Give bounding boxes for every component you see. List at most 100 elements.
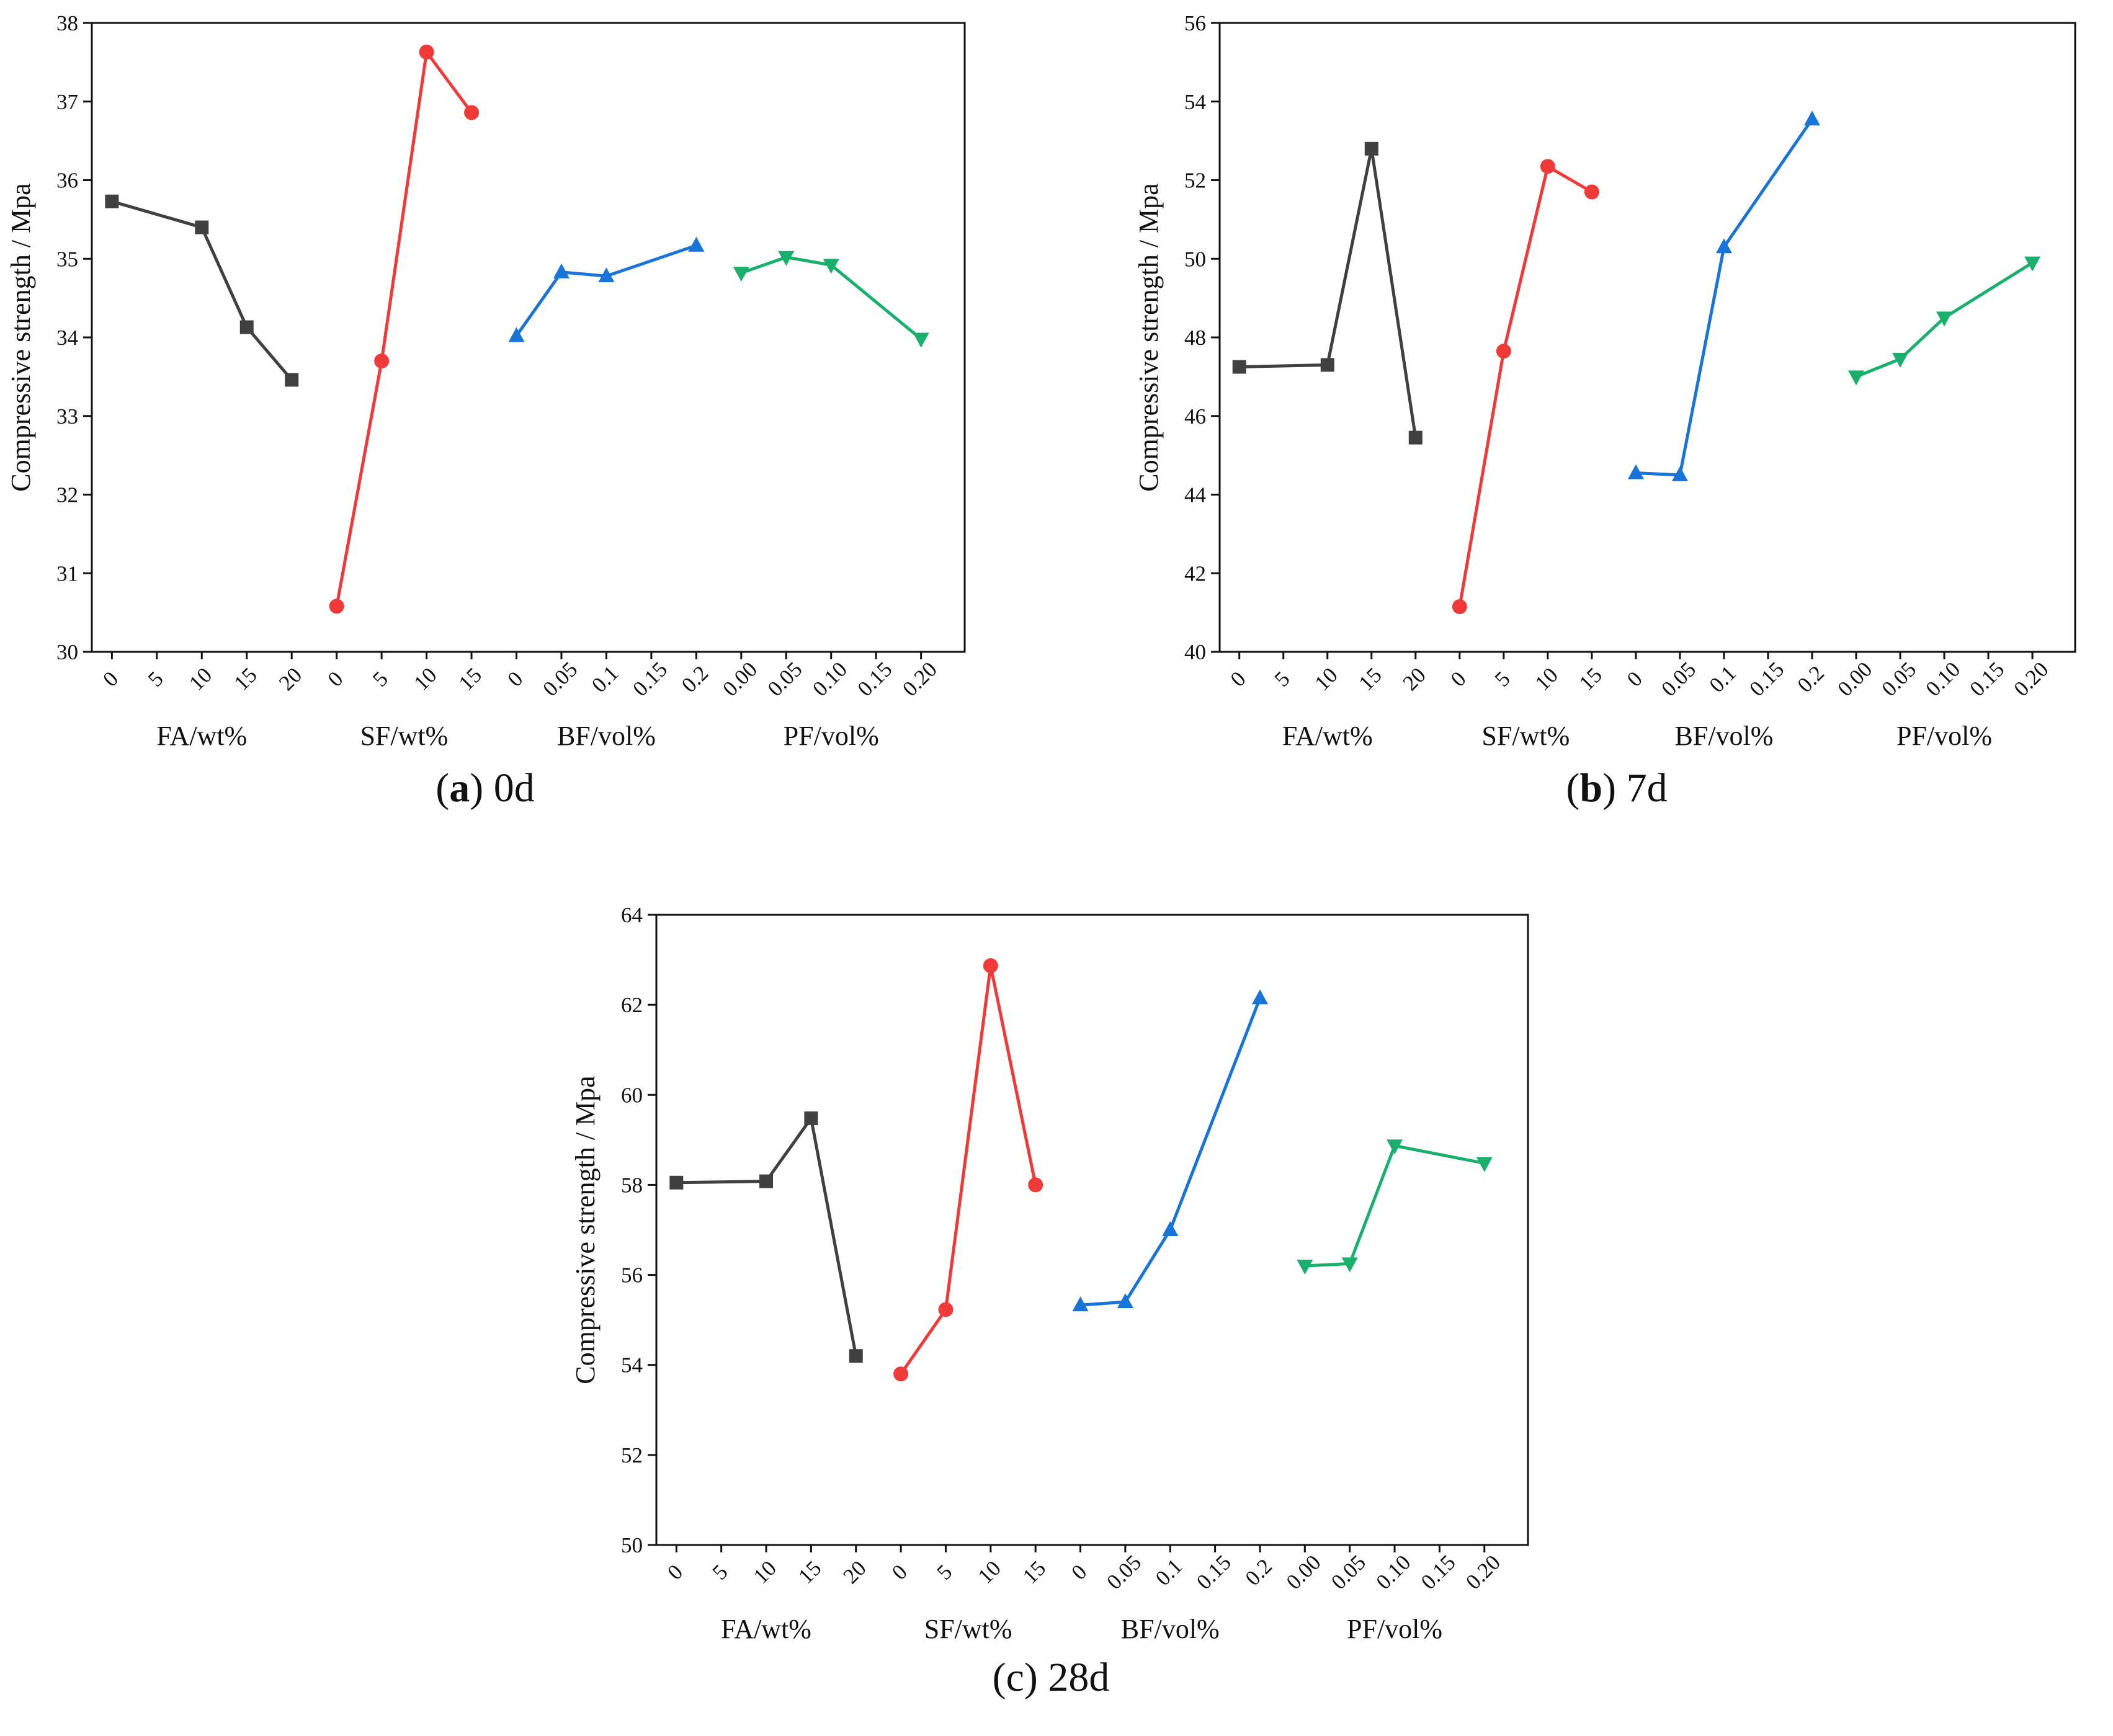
x-tick-label: 0.1 (1151, 1554, 1187, 1591)
y-tick-label: 44 (1184, 483, 1206, 507)
plot-frame (91, 22, 966, 653)
x-tick-label: 15 (1354, 663, 1386, 695)
x-tick-label: 0.20 (1461, 1550, 1505, 1594)
marker (1072, 1296, 1089, 1312)
marker (464, 105, 480, 120)
marker (105, 194, 119, 208)
marker (1584, 184, 1599, 200)
marker (1117, 1293, 1133, 1309)
x-tick-label: 0.00 (1282, 1550, 1326, 1594)
x-tick-label: 15 (1018, 1556, 1050, 1588)
caption-part: c (1006, 1655, 1024, 1700)
marker (1232, 360, 1246, 374)
group-label: BF/vol% (557, 721, 656, 751)
caption-part: ( (993, 1655, 1006, 1700)
x-tick-label: 0.20 (2009, 657, 2053, 701)
x-tick-label: 0.05 (538, 657, 582, 701)
marker (1715, 238, 1732, 254)
y-tick-label: 46 (1184, 404, 1206, 429)
y-tick-label: 52 (1184, 169, 1206, 193)
x-tick-label: 0.15 (1416, 1550, 1460, 1594)
x-tick-label: 5 (368, 667, 393, 692)
marker (1320, 358, 1334, 372)
x-tick-label: 0 (1622, 667, 1647, 692)
y-tick-label: 31 (56, 561, 78, 585)
x-tick-label: 0.05 (1656, 657, 1700, 701)
x-tick-label: 10 (1310, 663, 1342, 695)
caption-part: b (1579, 765, 1602, 811)
marker (1341, 1257, 1358, 1273)
marker (1936, 311, 1953, 327)
y-tick-label: 62 (621, 993, 643, 1017)
x-tick-label: 0 (323, 667, 348, 692)
x-tick-label: 20 (1398, 663, 1430, 695)
marker (849, 1349, 863, 1363)
series-line (335, 48, 473, 607)
y-tick-label: 58 (621, 1173, 643, 1197)
y-tick-label: 50 (1184, 247, 1206, 271)
group-label: BF/vol% (1674, 721, 1773, 751)
marker (759, 1174, 774, 1188)
group-label: SF/wt% (924, 1614, 1012, 1644)
series-line (1239, 148, 1418, 438)
group-label: SF/wt% (1481, 721, 1570, 751)
marker (893, 1366, 909, 1382)
x-tick-label: 10 (1530, 663, 1563, 695)
y-tick-label: 48 (1184, 326, 1206, 350)
marker (913, 332, 929, 348)
marker (1671, 466, 1688, 481)
marker (329, 599, 344, 614)
marker (419, 44, 434, 60)
marker (374, 354, 390, 369)
y-tick-label: 36 (56, 169, 78, 193)
series-line (1458, 164, 1593, 607)
group-label: PF/vol% (1896, 721, 1992, 751)
x-tick-label: 20 (838, 1556, 870, 1588)
marker (823, 259, 839, 274)
x-tick-label: 0 (663, 1560, 687, 1585)
series-line (740, 256, 922, 341)
marker (553, 263, 570, 278)
plot-frame (1218, 22, 2076, 653)
y-tick-label: 33 (56, 404, 78, 429)
y-tick-label: 56 (1184, 11, 1206, 35)
x-tick-label: 0.05 (1326, 1550, 1370, 1594)
marker (1162, 1221, 1179, 1236)
series-line (515, 244, 697, 337)
group-label: SF/wt% (360, 721, 448, 751)
x-tick-label: 0.10 (1371, 1550, 1415, 1594)
marker (1847, 370, 1864, 386)
marker (983, 958, 998, 974)
marker (938, 1302, 954, 1317)
marker (1540, 159, 1555, 174)
x-tick-label: 5 (1490, 667, 1515, 692)
x-tick-label: 0.20 (898, 657, 942, 701)
marker (1627, 464, 1644, 479)
x-tick-label: 0.2 (677, 661, 713, 698)
x-tick-label: 0.10 (808, 657, 852, 701)
x-tick-label: 15 (793, 1556, 826, 1588)
marker (285, 373, 299, 387)
y-tick-label: 38 (56, 11, 78, 35)
x-tick-label: 0 (1446, 667, 1471, 692)
x-tick-label: 0.15 (1965, 657, 2009, 701)
series-line (900, 965, 1037, 1375)
group-label: FA/wt% (1282, 721, 1373, 751)
y-axis-label: Compressive strength / Mpa (6, 183, 36, 491)
caption-part: a (449, 765, 470, 811)
x-tick-label: 10 (409, 663, 441, 695)
x-tick-label: 0.15 (628, 657, 672, 701)
x-tick-label: 0.05 (763, 657, 807, 701)
chart: 30 31 32 33 34 35 36 37 38 Compressive strength /… (6, 11, 966, 811)
x-tick-label: 0 (887, 1560, 912, 1585)
y-tick-label: 42 (1184, 561, 1206, 585)
marker (508, 327, 525, 342)
marker (2024, 256, 2041, 272)
x-tick-label: 5 (1270, 667, 1295, 692)
x-tick-label: 0.15 (1744, 657, 1789, 701)
marker (1452, 599, 1467, 615)
x-tick-label: 15 (454, 663, 486, 695)
group-label: FA/wt% (156, 721, 247, 751)
